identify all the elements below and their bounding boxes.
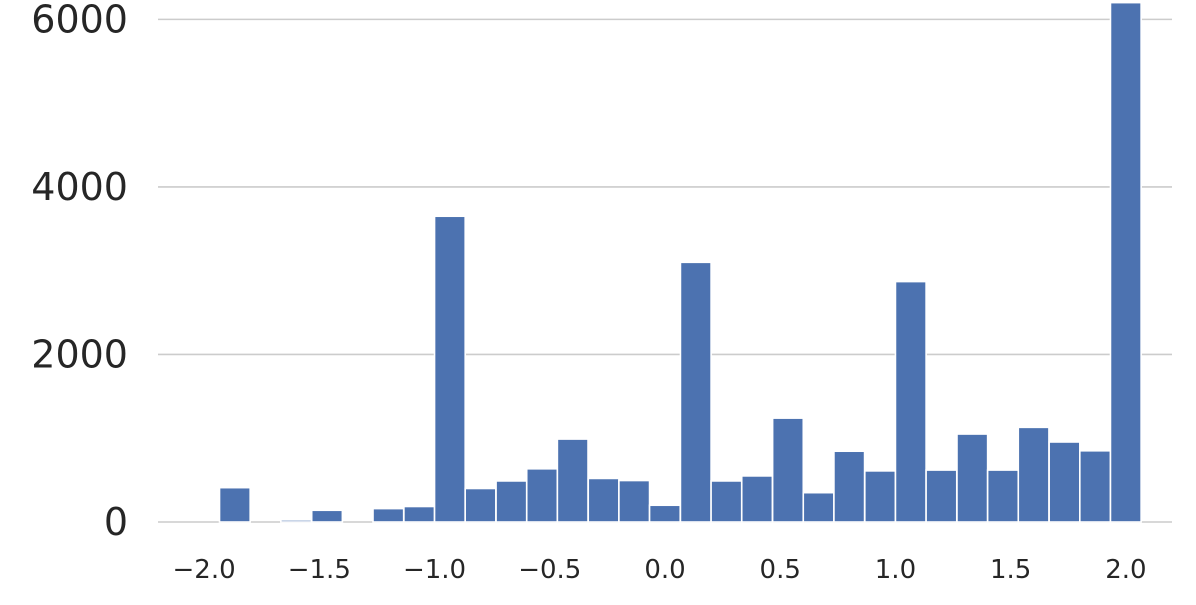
histogram-bar: [218, 486, 251, 523]
histogram-bar: [403, 505, 436, 523]
histogram-bar: [740, 475, 774, 523]
y-axis-ticks: 0 2000 4000 6000: [31, 0, 128, 544]
y-tick-label: 6000: [31, 0, 128, 41]
y-tick-label: 0: [104, 500, 128, 544]
histogram-bar: [280, 519, 313, 523]
histogram-bar: [986, 469, 1020, 523]
histogram-bars: [218, 1, 1142, 523]
x-tick-label: −2.0: [173, 555, 236, 585]
x-tick-label: 1.0: [875, 555, 916, 585]
histogram-bar: [1109, 1, 1142, 523]
histogram-bar: [495, 480, 528, 523]
x-axis-ticks: −2.0 −1.5 −1.0 −0.5 0.0 0.5 1.0 1.5 2.0: [173, 555, 1147, 585]
histogram-bar: [1048, 441, 1081, 523]
histogram-bar: [771, 417, 805, 523]
histogram-bar: [310, 509, 344, 523]
histogram-bar: [525, 468, 559, 523]
histogram-bar: [433, 215, 466, 523]
histogram-bar: [618, 479, 651, 523]
histogram-bar: [587, 477, 620, 523]
x-tick-label: −0.5: [518, 555, 581, 585]
x-tick-label: 0.5: [760, 555, 801, 585]
histogram-bar: [648, 504, 682, 523]
histogram-bar: [925, 469, 958, 523]
x-tick-label: 0.0: [644, 555, 685, 585]
histogram-bar: [679, 261, 712, 523]
histogram-bar: [1079, 449, 1112, 523]
x-tick-label: −1.5: [288, 555, 351, 585]
histogram-bar: [372, 507, 405, 523]
x-tick-label: 1.5: [990, 555, 1031, 585]
histogram-bar: [864, 470, 897, 523]
histogram-bar: [833, 450, 866, 523]
histogram-bar: [802, 491, 835, 523]
histogram-bar: [556, 438, 589, 523]
y-tick-label: 4000: [31, 165, 128, 209]
y-tick-label: 2000: [31, 332, 128, 376]
histogram-bar: [1017, 426, 1050, 523]
histogram-bar: [956, 433, 989, 523]
histogram-bar: [464, 487, 497, 523]
x-tick-label: −1.0: [403, 555, 466, 585]
histogram-bar: [710, 480, 743, 523]
histogram-bar: [894, 280, 927, 523]
x-tick-label: 2.0: [1105, 555, 1146, 585]
